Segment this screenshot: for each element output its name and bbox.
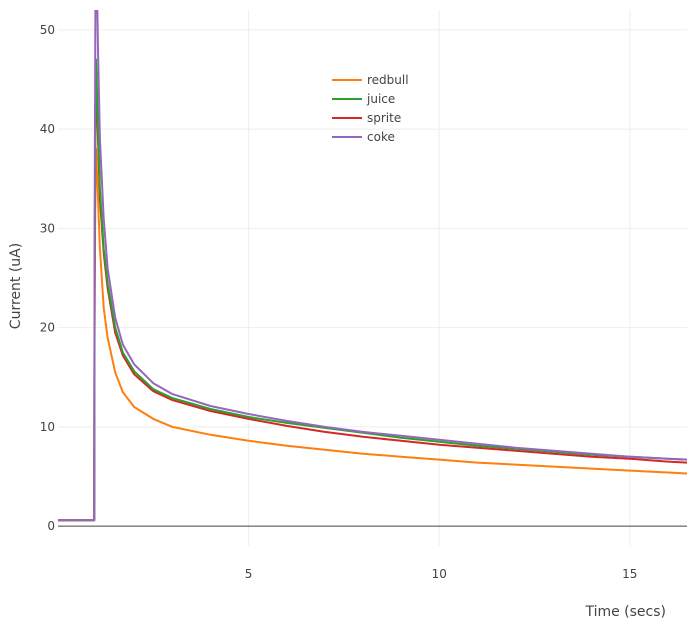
legend-label: sprite bbox=[367, 111, 401, 125]
y-tick-label: 0 bbox=[47, 519, 55, 533]
series-layer bbox=[58, 10, 687, 522]
y-tick-label: 20 bbox=[40, 321, 55, 335]
y-tick-labels: 0 10 20 30 40 50 bbox=[40, 23, 55, 533]
y-tick-label: 10 bbox=[40, 420, 55, 434]
x-axis-title: Time (secs) bbox=[584, 604, 666, 620]
legend-item-coke[interactable]: coke bbox=[332, 130, 395, 144]
legend-item-sprite[interactable]: sprite bbox=[332, 111, 401, 125]
y-tick-label: 50 bbox=[40, 23, 55, 37]
y-tick-label: 40 bbox=[40, 122, 55, 136]
series-line-coke bbox=[58, 10, 687, 522]
grid-lines bbox=[58, 10, 687, 546]
legend-item-redbull[interactable]: redbull bbox=[332, 73, 409, 87]
legend-label: redbull bbox=[367, 73, 409, 87]
legend-item-juice[interactable]: juice bbox=[332, 92, 395, 106]
legend-label: juice bbox=[366, 92, 395, 106]
x-tick-labels: 5 10 15 bbox=[245, 567, 638, 581]
legend-label: coke bbox=[367, 130, 395, 144]
x-tick-label: 10 bbox=[432, 567, 447, 581]
y-axis-title: Current (uA) bbox=[8, 243, 24, 329]
x-tick-label: 15 bbox=[622, 567, 637, 581]
x-tick-label: 5 bbox=[245, 567, 253, 581]
y-tick-label: 30 bbox=[40, 221, 55, 235]
legend[interactable]: redbull juice sprite coke bbox=[332, 73, 409, 144]
series-line-redbull bbox=[58, 148, 687, 522]
